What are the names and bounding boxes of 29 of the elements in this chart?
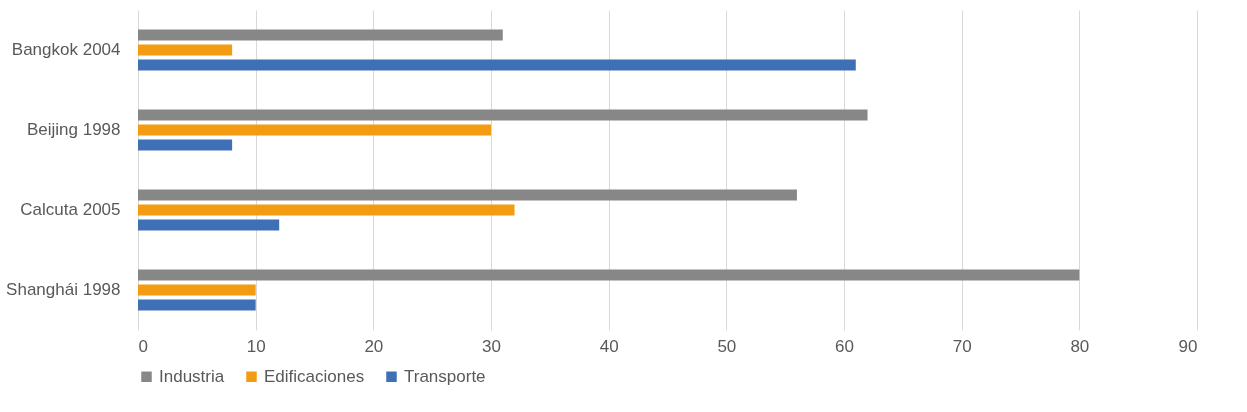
- legend-label: Transporte: [404, 366, 486, 386]
- bar: [138, 29, 503, 41]
- x-tick-label: 70: [952, 336, 972, 356]
- x-tick-label: 90: [1178, 336, 1198, 356]
- bar: [138, 219, 280, 231]
- y-tick-label: Shanghái 1998: [6, 280, 121, 299]
- x-tick-label: 60: [835, 336, 854, 356]
- bar: [138, 124, 491, 136]
- legend-label: Industria: [159, 366, 225, 386]
- x-tick-label: 10: [246, 336, 266, 356]
- x-tick-label: 80: [1070, 336, 1090, 356]
- x-tick-label: 50: [717, 336, 737, 356]
- y-tick-label: Calcuta 2005: [20, 200, 121, 219]
- bar: [138, 139, 233, 151]
- legend-label: Edificaciones: [264, 366, 365, 386]
- y-tick-label: Bangkok 2004: [11, 40, 121, 59]
- y-tick-label: Beijing 1998: [26, 120, 121, 139]
- bar: [138, 59, 856, 71]
- bar: [138, 189, 797, 201]
- x-tick-label: 0: [138, 336, 148, 356]
- bar: [138, 204, 515, 216]
- bar: [138, 109, 868, 121]
- bar: [138, 269, 1080, 281]
- x-tick-label: 30: [482, 336, 501, 356]
- x-tick-label: 20: [364, 336, 384, 356]
- bar: [138, 299, 256, 311]
- x-tick-label: 40: [599, 336, 619, 356]
- bar: [138, 44, 233, 56]
- bar: [138, 284, 256, 296]
